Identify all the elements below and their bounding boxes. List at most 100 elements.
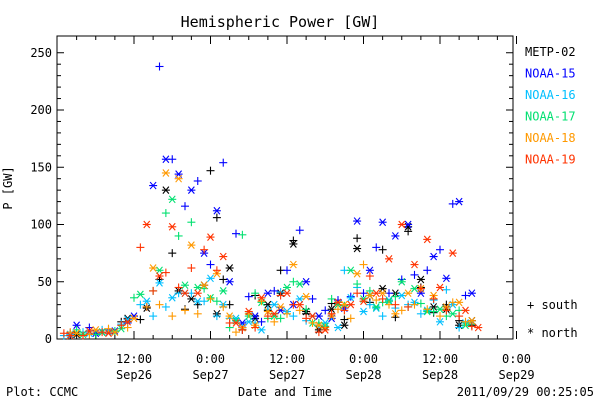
north-star-marker bbox=[91, 325, 100, 334]
north-star-marker bbox=[270, 300, 279, 309]
south-plus-marker bbox=[168, 312, 177, 321]
north-star-marker bbox=[391, 232, 400, 240]
south-plus-marker bbox=[308, 294, 317, 303]
y-tick-label: 150 bbox=[30, 160, 52, 174]
south-plus-marker bbox=[104, 324, 113, 333]
north-star-marker bbox=[346, 293, 355, 302]
north-star-marker bbox=[72, 329, 81, 338]
south-plus-marker bbox=[136, 315, 145, 324]
north-star-marker bbox=[130, 314, 138, 323]
south-plus-marker bbox=[467, 322, 476, 331]
chart-title: Hemispheric Power [GW] bbox=[181, 13, 380, 31]
south-plus-marker bbox=[295, 306, 304, 315]
south-plus-marker bbox=[136, 243, 145, 252]
north-star-marker bbox=[110, 328, 119, 336]
north-star-marker bbox=[436, 305, 444, 314]
south-plus-marker bbox=[174, 231, 183, 240]
south-plus-marker bbox=[174, 283, 183, 292]
x-tick-label-date: Sep27 bbox=[192, 368, 228, 382]
south-plus-marker bbox=[219, 302, 228, 311]
north-star-marker bbox=[334, 298, 342, 307]
south-plus-marker bbox=[238, 325, 247, 334]
north-star-marker bbox=[142, 220, 151, 229]
north-star-marker bbox=[161, 186, 170, 195]
north-star-marker bbox=[206, 233, 215, 241]
north-star-marker bbox=[155, 279, 164, 287]
south-plus-marker bbox=[289, 277, 298, 286]
north-star-marker bbox=[442, 274, 451, 283]
south-plus-marker bbox=[461, 317, 470, 326]
north-star-marker bbox=[244, 307, 253, 316]
north-star-marker bbox=[359, 307, 368, 316]
north-star-marker bbox=[302, 277, 311, 286]
north-star-marker bbox=[410, 260, 419, 269]
x-tick-label-date: Sep28 bbox=[422, 368, 458, 382]
north-star-marker bbox=[423, 235, 432, 244]
north-star-marker bbox=[193, 283, 202, 292]
south-plus-marker bbox=[181, 202, 189, 211]
north-star-marker bbox=[295, 300, 304, 309]
south-plus-marker bbox=[302, 305, 311, 314]
south-plus-marker bbox=[212, 312, 221, 321]
x-tick-label-time: 12:00 bbox=[269, 352, 305, 366]
x-axis: 12:00 Sep26 0:00 Sep27 12:00 Sep27 0:00 Sep28 12… bbox=[76, 36, 535, 382]
y-tick-label: 200 bbox=[30, 103, 52, 117]
north-star-marker bbox=[397, 220, 406, 229]
north-star-marker bbox=[353, 217, 362, 225]
south-plus-marker bbox=[289, 312, 298, 321]
south-plus-marker bbox=[327, 294, 336, 303]
north-star-marker bbox=[263, 307, 272, 316]
south-plus-marker bbox=[308, 318, 317, 327]
south-plus-marker bbox=[365, 300, 374, 309]
north-star-marker bbox=[436, 283, 444, 292]
north-star-marker bbox=[136, 290, 145, 299]
north-star-marker bbox=[429, 303, 438, 311]
north-star-marker bbox=[455, 197, 464, 206]
x-tick-label-date: Sep28 bbox=[345, 368, 381, 382]
north-star-marker bbox=[397, 277, 406, 286]
south-plus-marker bbox=[168, 249, 177, 258]
south-plus-marker bbox=[136, 300, 145, 309]
north-star-marker bbox=[372, 289, 381, 298]
north-star-marker bbox=[200, 281, 209, 290]
y-tick-label: 0 bbox=[45, 332, 52, 346]
south-plus-marker bbox=[455, 323, 464, 332]
south-plus-marker bbox=[270, 317, 279, 326]
south-plus-marker bbox=[193, 176, 202, 185]
north-star-marker bbox=[187, 295, 196, 303]
south-plus-marker bbox=[149, 312, 158, 321]
south-plus-marker bbox=[391, 292, 400, 301]
south-plus-marker bbox=[219, 275, 228, 284]
north-star-marker bbox=[378, 218, 387, 227]
y-tick-label: 50 bbox=[38, 275, 52, 289]
north-star-marker bbox=[168, 222, 177, 231]
north-star-marker bbox=[174, 170, 183, 178]
north-star-marker bbox=[429, 252, 438, 261]
south-plus-marker bbox=[423, 305, 432, 314]
south-plus-marker bbox=[359, 260, 368, 269]
legend-entry: NOAA-16 bbox=[525, 88, 576, 102]
south-plus-marker bbox=[283, 266, 291, 275]
north-star-marker bbox=[193, 297, 202, 306]
south-plus-marker bbox=[251, 323, 260, 332]
north-star-marker bbox=[321, 325, 330, 334]
north-star-marker bbox=[308, 312, 317, 320]
south-plus-marker bbox=[416, 284, 425, 293]
south-plus-marker bbox=[365, 286, 374, 295]
south-plus-marker bbox=[219, 158, 228, 167]
south-plus-marker bbox=[283, 309, 291, 318]
x-axis-label: Date and Time bbox=[238, 385, 332, 399]
x-tick-label-date: Sep29 bbox=[498, 368, 534, 382]
south-plus-marker bbox=[79, 331, 87, 340]
north-star-marker bbox=[295, 280, 304, 288]
north-star-marker bbox=[346, 266, 355, 275]
north-star-marker bbox=[448, 309, 457, 318]
south-plus-marker bbox=[423, 266, 432, 275]
south-plus-marker bbox=[270, 286, 279, 295]
south-plus-marker bbox=[212, 266, 221, 275]
south-plus-marker bbox=[206, 260, 215, 269]
x-tick-label-time: 0:00 bbox=[196, 352, 225, 366]
plot-credit: Plot: CCMC bbox=[6, 385, 78, 399]
north-star-marker bbox=[168, 293, 177, 302]
